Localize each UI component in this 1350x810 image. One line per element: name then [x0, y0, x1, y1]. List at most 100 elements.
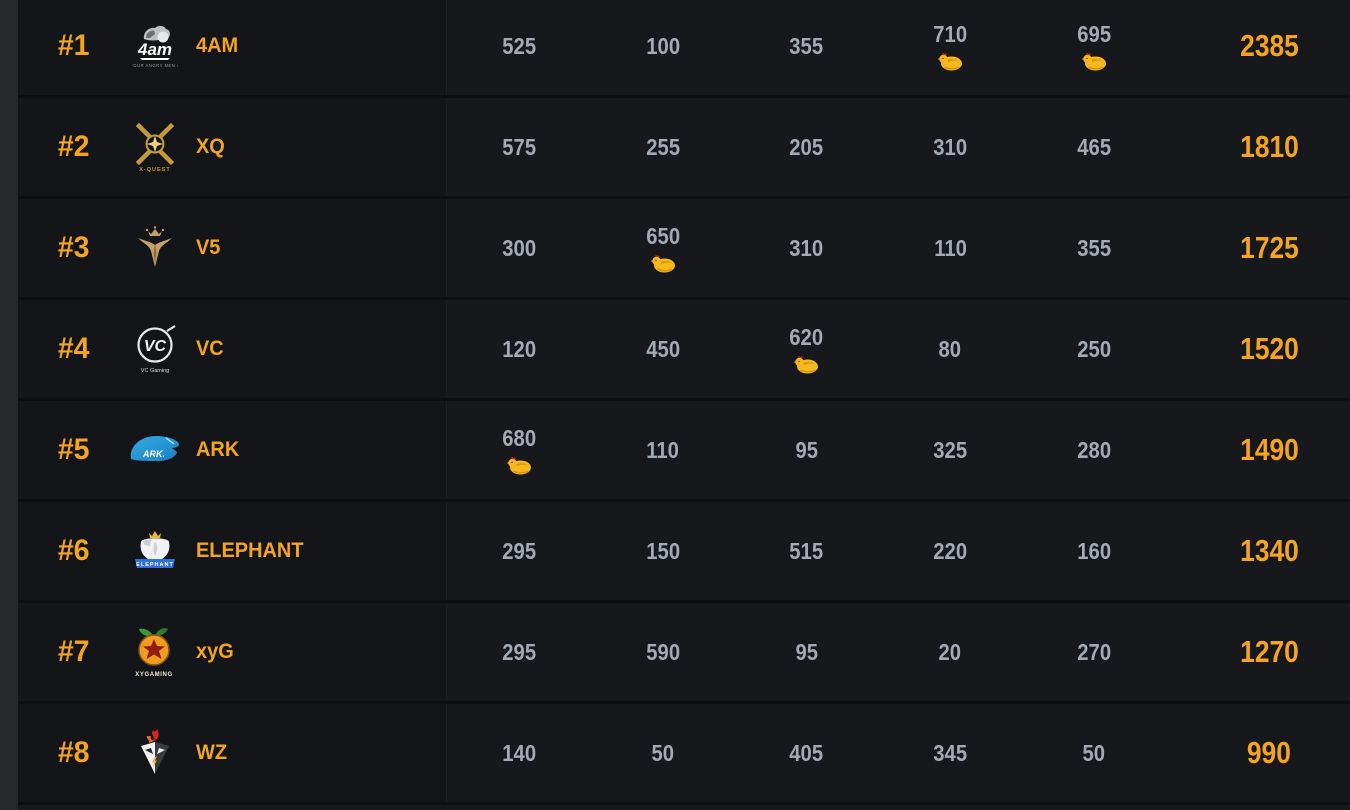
- team-scores: 575 255 205: [447, 98, 1166, 196]
- team-name: xyG: [180, 603, 446, 701]
- svg-text:ARK.: ARK.: [142, 449, 165, 459]
- team-total-points: 1725: [1239, 230, 1299, 265]
- team-info: #3 V5: [18, 199, 447, 297]
- match-score-value: 250: [1077, 335, 1111, 362]
- match-score-value: 465: [1077, 133, 1111, 160]
- team-total: 1725: [1166, 199, 1350, 297]
- match-score-cell: 450: [591, 300, 735, 398]
- team-rank: #2: [18, 98, 130, 196]
- match-score-value: 50: [651, 739, 674, 766]
- team-logo: ELEPHANT: [130, 502, 180, 600]
- team-row[interactable]: #6 ELEPHANT ELEPHANT 295: [0, 502, 1350, 600]
- team-logo: VC VC Gaming: [130, 300, 180, 398]
- match-score-cell: 255: [591, 98, 735, 196]
- match-score-cell: 295: [447, 502, 591, 600]
- svg-text:XYGAMING: XYGAMING: [135, 672, 172, 678]
- team-total-points: 990: [1247, 735, 1291, 770]
- match-score-value: 110: [933, 234, 967, 261]
- match-score-cell: 325: [878, 401, 1022, 499]
- match-score-cell: 695: [1022, 0, 1166, 95]
- match-score-cell: 50: [1022, 704, 1166, 802]
- match-score-value: 325: [933, 436, 968, 463]
- match-score-cell: 575: [447, 98, 591, 196]
- team-info: #6 ELEPHANT ELEPHANT: [18, 502, 447, 600]
- team-name: V5: [180, 199, 446, 297]
- team-total: 1520: [1166, 300, 1350, 398]
- match-score-value: 120: [502, 335, 536, 362]
- match-score-value: 710: [933, 21, 968, 47]
- match-score-value: 355: [1077, 234, 1111, 261]
- match-score-cell: 525: [447, 0, 591, 95]
- match-score-cell: 50: [591, 704, 735, 802]
- team-row[interactable]: #1 4am FOUR ANGRY MEN 4 4AM 525: [0, 0, 1350, 95]
- match-score-value: 590: [645, 638, 680, 665]
- match-score-value: 160: [1077, 537, 1111, 564]
- team-name: XQ: [180, 98, 446, 196]
- team-scores: 680 110 95: [447, 401, 1166, 499]
- svg-text:4am: 4am: [137, 40, 172, 59]
- team-name-label: xyG: [196, 640, 234, 663]
- team-row[interactable]: #5 ARK. ARK 680: [0, 401, 1350, 499]
- team-row[interactable]: #8 WZ 140 50: [0, 704, 1350, 802]
- team-name: ARK: [180, 401, 446, 499]
- chicken-dinner-icon: [1081, 51, 1107, 71]
- team-rank-label: #8: [58, 736, 90, 769]
- match-score-value: 80: [939, 335, 962, 362]
- team-rank-label: #6: [58, 534, 90, 567]
- logo-xyg-icon: XYGAMING: [135, 628, 172, 678]
- team-row[interactable]: #3 V5 300 650: [0, 199, 1350, 297]
- team-name: VC: [180, 300, 446, 398]
- team-row[interactable]: #7 XYGAMING xyG 295 590: [0, 603, 1350, 701]
- match-score-cell: 300: [447, 199, 591, 297]
- team-rank: #6: [18, 502, 130, 600]
- match-score-cell: 270: [1022, 603, 1166, 701]
- match-score-value: 95: [795, 436, 818, 463]
- team-rank-label: #4: [58, 332, 90, 365]
- team-logo: XYGAMING: [130, 603, 180, 701]
- team-row[interactable]: #2 X-QUEST XQ 575 255: [0, 98, 1350, 196]
- left-rail: [0, 0, 18, 810]
- match-score-cell: 515: [735, 502, 879, 600]
- team-total-points: 1340: [1239, 533, 1299, 568]
- match-score-cell: 80: [878, 300, 1022, 398]
- match-score-cell: 650: [591, 199, 735, 297]
- logo-ark-icon: ARK.: [130, 436, 180, 461]
- team-info: #5 ARK. ARK: [18, 401, 447, 499]
- team-rank-label: #5: [58, 433, 90, 466]
- team-info: #8 WZ: [18, 704, 447, 802]
- team-rank-label: #3: [58, 231, 90, 264]
- match-score-value: 525: [502, 32, 536, 59]
- match-score-value: 300: [502, 234, 536, 261]
- team-total: 2385: [1166, 0, 1350, 95]
- svg-text:ELEPHANT: ELEPHANT: [136, 562, 174, 568]
- logo-xquest-icon: X-QUEST: [135, 122, 175, 173]
- team-name: ELEPHANT: [180, 502, 446, 600]
- team-rank: #8: [18, 704, 130, 802]
- match-score-value: 695: [1077, 21, 1111, 47]
- match-score-cell: 310: [735, 199, 879, 297]
- team-total-points: 1270: [1239, 634, 1299, 669]
- match-score-cell: 220: [878, 502, 1022, 600]
- team-rank-label: #1: [58, 29, 90, 62]
- match-score-value: 205: [789, 133, 824, 160]
- team-rank: #7: [18, 603, 130, 701]
- match-score-cell: 280: [1022, 401, 1166, 499]
- match-score-value: 345: [933, 739, 968, 766]
- match-score-cell: 140: [447, 704, 591, 802]
- team-row[interactable]: #4 VC VC Gaming VC 120 450: [0, 300, 1350, 398]
- svg-text:X-QUEST: X-QUEST: [139, 167, 170, 173]
- match-score-value: 295: [502, 638, 536, 665]
- match-score-cell: 110: [878, 199, 1022, 297]
- team-logo: 4am FOUR ANGRY MEN 4: [130, 0, 180, 95]
- team-name: 4AM: [180, 0, 446, 95]
- team-rank-label: #7: [58, 635, 90, 668]
- match-score-value: 95: [795, 638, 818, 665]
- match-score-cell: 620: [735, 300, 879, 398]
- match-score-cell: 205: [735, 98, 879, 196]
- match-score-cell: 20: [878, 603, 1022, 701]
- match-score-cell: 120: [447, 300, 591, 398]
- partial-next-row: [0, 805, 1350, 810]
- match-score-cell: 295: [447, 603, 591, 701]
- team-scores: 140 50 405: [447, 704, 1166, 802]
